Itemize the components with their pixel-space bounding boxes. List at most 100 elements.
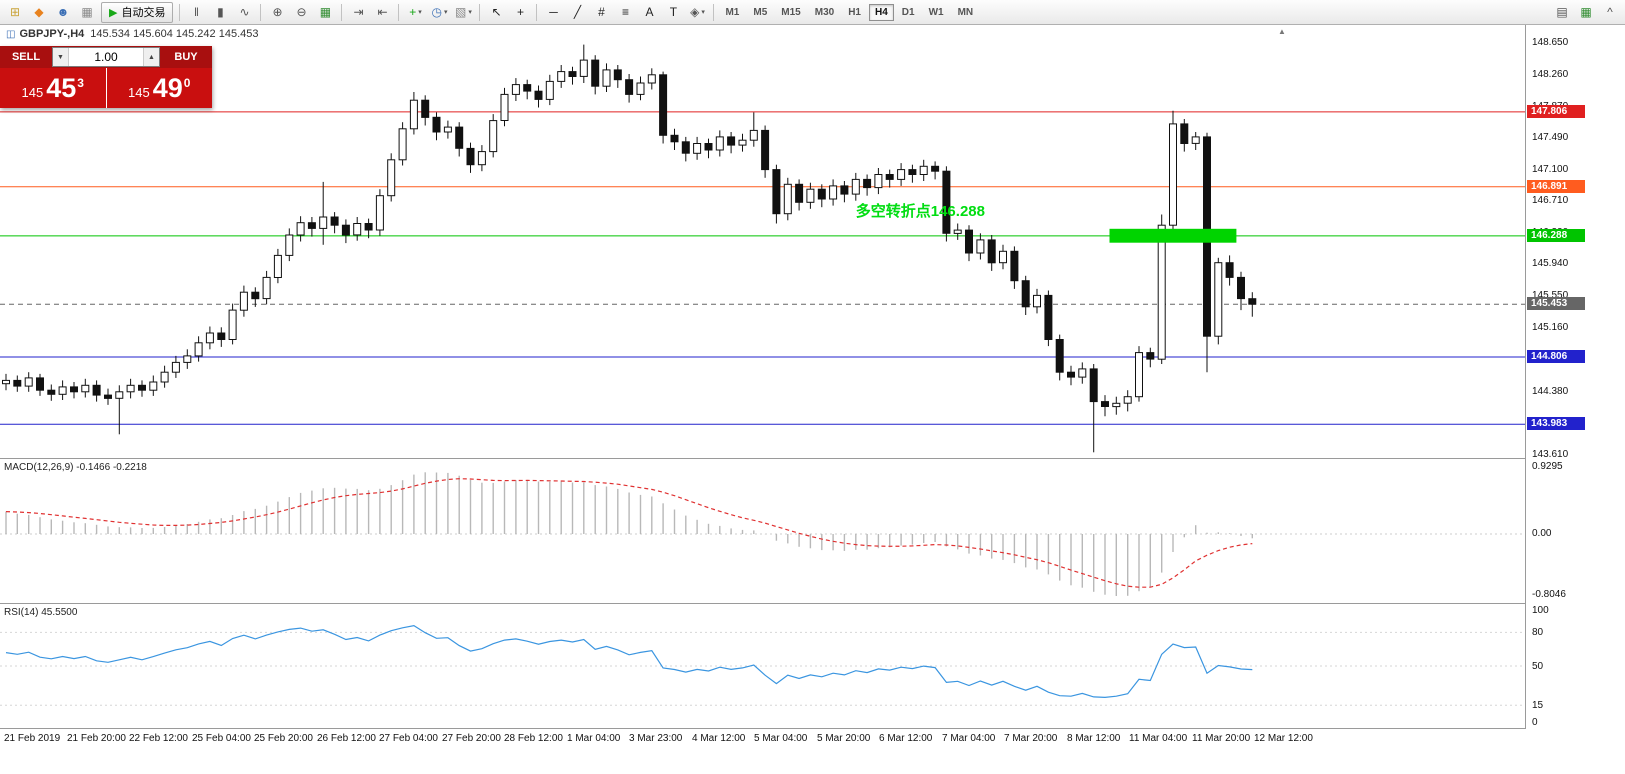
text-label-icon: T	[669, 5, 678, 19]
zoom-out-icon: ⊖	[296, 5, 307, 19]
autotrading-icon: ▶	[109, 6, 118, 19]
sell-price-button[interactable]: 145 45 3	[0, 68, 106, 108]
toolbar-separator	[260, 3, 262, 21]
price-badge: 146.891	[1527, 180, 1585, 193]
time-axis-label: 22 Feb 12:00	[129, 733, 188, 744]
time-axis-label: 21 Feb 20:00	[67, 733, 126, 744]
candlestick-chart[interactable]	[0, 25, 1525, 458]
buy-price-button[interactable]: 145 49 0	[106, 68, 212, 108]
cursor-icon[interactable]: ↖	[484, 2, 508, 22]
trendline-icon[interactable]: ╱	[565, 2, 589, 22]
candlestick-chart-icon: ▮	[217, 5, 224, 19]
macd-scale-label: 0.00	[1532, 528, 1552, 539]
market-watch-icon[interactable]: ▦	[75, 2, 99, 22]
macd-indicator-name: MACD(12,26,9)	[4, 462, 74, 473]
templates-icon: ▧	[455, 5, 467, 19]
price-badge: 143.983	[1527, 417, 1585, 430]
fibonacci-icon[interactable]: ≡	[613, 2, 637, 22]
text-label-icon[interactable]: T	[661, 2, 685, 22]
timeframe-h1-button[interactable]: H1	[848, 6, 861, 18]
price-axis[interactable]: 148.650148.260147.870147.490147.100146.7…	[1525, 25, 1625, 729]
time-axis-label: 25 Feb 04:00	[192, 733, 251, 744]
auto-scroll-icon: ⇥	[353, 5, 364, 19]
text-icon[interactable]: A	[637, 2, 661, 22]
time-axis-label: 11 Mar 20:00	[1192, 733, 1251, 744]
chart-area[interactable]: ◫ GBPJPY-,H4 145.534 145.604 145.242 145.4…	[0, 25, 1525, 458]
timeframe-mn-button[interactable]: MN	[957, 6, 974, 18]
symbol-label: ◫ GBPJPY-,H4 145.534 145.604 145.242 145.4…	[6, 28, 258, 40]
timeframe-m5-button[interactable]: M5	[753, 6, 768, 18]
volume-input[interactable]: 1.00	[94, 50, 118, 64]
toolbar-overflow-icon[interactable]: ^	[1598, 2, 1622, 22]
periods-icon: ◷	[431, 5, 442, 19]
crosshair-icon: +	[516, 5, 524, 19]
crosshair-icon[interactable]: +	[508, 2, 532, 22]
volume-decrease-button[interactable]: ▼	[53, 48, 69, 66]
price-badge: 144.806	[1527, 350, 1585, 363]
panel-separator[interactable]	[0, 603, 1625, 604]
zoom-in-icon[interactable]: ⊕	[265, 2, 289, 22]
buy-button[interactable]: BUY	[174, 51, 198, 63]
panel-separator[interactable]	[0, 458, 1625, 459]
rsi-indicator-value: 45.5500	[41, 607, 78, 618]
shapes-icon[interactable]: ◈ ▾	[685, 2, 709, 22]
time-axis-label: 4 Mar 12:00	[692, 733, 746, 744]
auto-scroll-icon[interactable]: ⇥	[346, 2, 370, 22]
time-axis-label: 25 Feb 20:00	[254, 733, 313, 744]
bid-integer: 145	[21, 85, 44, 100]
chart-shift-marker-icon[interactable]: ▲	[1278, 27, 1286, 36]
metaquotes-icon[interactable]: ◆	[27, 2, 51, 22]
zoom-out-icon[interactable]: ⊖	[289, 2, 313, 22]
print-icon[interactable]: ▤	[1550, 2, 1574, 22]
time-axis[interactable]: 21 Feb 2019 21 Feb 20:00 22 Feb 12:00 25 Fe…	[0, 729, 1525, 749]
toolbar-separator	[341, 3, 343, 21]
sell-button[interactable]: SELL	[11, 51, 41, 63]
horizontal-line-icon[interactable]: ─	[541, 2, 565, 22]
indicators-icon: +	[409, 5, 417, 19]
data-window-icon[interactable]: ▦	[1574, 2, 1598, 22]
templates-icon[interactable]: ▧ ▾	[451, 2, 475, 22]
main-toolbar: ⊞ ◆ ☻ ▦ ▶ 自动交易 ‖ ▮ ∿ ⊕ ⊖ ▦ ⇥ ⇤ + ▾ ◷ ▾ ▧ ▾ ↖ + ─ ╱ # ≡ A T ◈ ▾ M1 M5 M15…	[0, 0, 1625, 25]
timeframe-h4-button[interactable]: H4	[868, 3, 894, 21]
timeframe-w1-button[interactable]: W1	[928, 6, 944, 18]
ask-pips: 49	[152, 72, 183, 103]
tile-windows-icon[interactable]: ▦	[313, 2, 337, 22]
price-axis-label: 147.100	[1532, 164, 1569, 175]
new-order-icon[interactable]: ⊞	[3, 2, 27, 22]
volume-increase-button[interactable]: ▲	[143, 48, 159, 66]
bid-point: 3	[77, 75, 84, 90]
accounts-icon[interactable]: ☻	[51, 2, 75, 22]
time-axis-label: 12 Mar 12:00	[1254, 733, 1313, 744]
ask-integer: 145	[128, 85, 150, 100]
line-chart-icon: ∿	[239, 5, 250, 19]
line-chart-icon[interactable]: ∿	[232, 2, 256, 22]
price-axis-label: 145.550	[1532, 290, 1569, 301]
rsi-panel[interactable]: RSI(14) 45.5500	[0, 604, 1525, 728]
macd-panel[interactable]: MACD(12,26,9) -0.1466 -0.2218	[0, 459, 1525, 603]
candlestick-chart-icon[interactable]: ▮	[208, 2, 232, 22]
autotrading-button[interactable]: ▶ 自动交易	[101, 1, 174, 23]
axis-separator	[0, 728, 1625, 729]
time-axis-label: 7 Mar 20:00	[1004, 733, 1058, 744]
bar-chart-icon[interactable]: ‖	[184, 2, 208, 22]
chart-shift-icon[interactable]: ⇤	[370, 2, 394, 22]
macd-indicator-values: -0.1466 -0.2218	[76, 462, 147, 473]
macd-label: MACD(12,26,9) -0.1466 -0.2218	[4, 462, 147, 473]
equidistant-channel-icon[interactable]: #	[589, 2, 613, 22]
cursor-icon: ↖	[491, 5, 502, 19]
horizontal-line-icon: ─	[549, 5, 558, 19]
timeframe-m1-button[interactable]: M1	[725, 6, 740, 18]
timeframe-d1-button[interactable]: D1	[901, 6, 915, 18]
rsi-scale-label: 0	[1532, 717, 1538, 728]
indicators-icon[interactable]: + ▾	[403, 2, 427, 22]
toolbar-separator	[713, 3, 715, 21]
time-axis-label: 26 Feb 12:00	[317, 733, 376, 744]
timeframe-m15-button[interactable]: M15	[781, 6, 801, 18]
periods-icon[interactable]: ◷ ▾	[427, 2, 451, 22]
time-axis-label: 5 Mar 20:00	[817, 733, 871, 744]
timeframe-m30-button[interactable]: M30	[814, 6, 835, 18]
chevron-down-icon: ▾	[443, 9, 448, 16]
price-axis-label: 148.650	[1532, 37, 1569, 48]
time-axis-label: 11 Mar 04:00	[1129, 733, 1188, 744]
